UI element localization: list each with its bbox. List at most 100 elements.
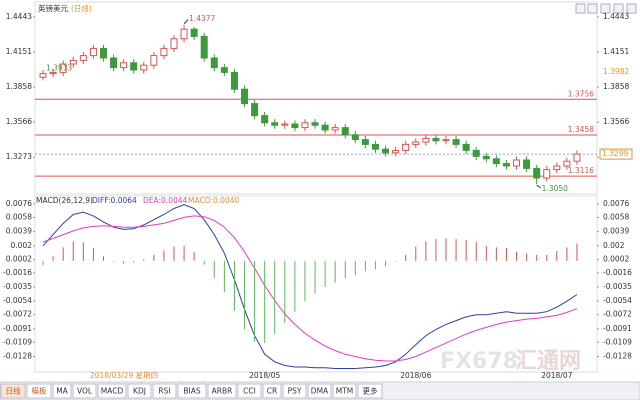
y-tick-label: -0.0072 [3, 310, 32, 319]
candle-body [351, 134, 359, 141]
toolbar-tab[interactable] [207, 383, 237, 399]
watermark: 汇通网 [515, 349, 581, 374]
toolbar-tab[interactable] [177, 383, 207, 399]
candle-body [311, 122, 319, 126]
candle-body [261, 115, 269, 124]
toolbar-tab[interactable] [332, 383, 357, 399]
candle-body [331, 127, 339, 131]
toolbar-tab-label[interactable]: 日线 [6, 386, 21, 396]
y-tick-label: -0.0128 [603, 352, 632, 361]
y-tick-label: -0.0109 [603, 337, 632, 346]
y-tick-label: 1.3566 [603, 117, 629, 126]
macd-label: MACD:0.0040 [188, 196, 239, 205]
y-tick-label: 1.3858 [6, 82, 32, 91]
candle-body [422, 137, 430, 143]
button[interactable] [600, 3, 611, 14]
candle-body [150, 55, 158, 66]
candle-body [281, 123, 289, 126]
candle-body [230, 71, 238, 90]
toolbar-tab-label[interactable]: MA [56, 387, 68, 396]
candle-body [190, 28, 198, 37]
toolbar-tab[interactable] [307, 383, 332, 399]
button[interactable] [587, 3, 598, 14]
candle-body [160, 47, 168, 57]
indicator-label: MACD(26,12,9) [36, 196, 93, 205]
candle-body [210, 57, 218, 69]
toolbar-tab-label[interactable]: CCI [243, 387, 256, 396]
period-label: (日线) [71, 3, 92, 13]
toolbar-tab[interactable] [26, 383, 52, 399]
candle-body [472, 149, 480, 157]
y-tick-label: 0.0076 [603, 199, 629, 208]
toolbar-tab-label[interactable]: ARBR [212, 387, 233, 396]
y-tick-label: -0.0054 [3, 296, 32, 305]
candle-body [321, 124, 329, 131]
x-tick-label: 2018/06 [400, 371, 431, 380]
candle-body [251, 103, 259, 117]
toolbar-tab-label[interactable]: 模板 [32, 386, 47, 396]
last-price-label: 1.3299 [602, 149, 628, 158]
button[interactable] [626, 3, 637, 14]
toolbar-tab-label[interactable]: VOL [77, 387, 93, 396]
candle-body [361, 139, 369, 145]
toolbar-tab[interactable] [152, 383, 177, 399]
candle-body [563, 160, 571, 167]
low-label: 1.3050 [542, 184, 568, 193]
toolbar-tab-label[interactable]: MACD [101, 387, 124, 396]
y-tick-label: 1.3273 [6, 152, 32, 161]
y-tick-label: -0.0091 [3, 324, 32, 333]
macd-frame [34, 195, 598, 373]
toolbar-tab-label[interactable]: DMA [311, 387, 329, 396]
candle-body [301, 122, 309, 129]
candle-body [452, 139, 460, 145]
candle-body [553, 165, 561, 171]
candle-body [462, 143, 470, 151]
toolbar-tab-label[interactable]: RSI [158, 387, 170, 396]
toolbar-tab-label[interactable]: CR [267, 387, 277, 396]
candle-body [442, 139, 450, 142]
toolbar-tab-label[interactable]: KDJ [133, 387, 146, 396]
candle-body [120, 62, 128, 69]
button[interactable] [575, 3, 586, 14]
toolbar-tab[interactable] [357, 383, 383, 399]
y-tick-label: 1.3566 [6, 117, 32, 126]
y-tick-label: -0.0091 [603, 324, 632, 333]
y-tick-label: -0.0072 [603, 310, 632, 319]
toolbar-tab-label[interactable]: PSY [288, 387, 302, 396]
y-tick-label: -0.0016 [3, 268, 32, 277]
y-tick-label: 0.0076 [6, 199, 32, 208]
toolbar-tab[interactable] [282, 383, 307, 399]
y-tick-label: -0.0128 [3, 352, 32, 361]
candle-body [220, 67, 228, 73]
candle-body [39, 73, 47, 78]
last-price-box [599, 148, 633, 160]
window-buttons [575, 3, 637, 14]
high-label: 1.4377 [189, 14, 215, 23]
toolbar-tab-label[interactable]: BIAS [183, 387, 200, 396]
button[interactable] [613, 3, 624, 14]
y-tick-label: -0.0035 [603, 282, 632, 291]
toolbar-tab[interactable] [237, 383, 262, 399]
toolbar-tab-label[interactable]: MTM [336, 387, 354, 396]
candle-body [271, 122, 279, 126]
toolbar-tab[interactable] [52, 383, 72, 399]
toolbar-tab[interactable] [97, 383, 127, 399]
low-pointer [536, 184, 541, 189]
x-tick-label: 2018/07 [541, 371, 572, 380]
reference-label: 1.3116 [568, 166, 594, 175]
y-tick-label: -0.0054 [603, 296, 632, 305]
indicator-line [42, 215, 578, 362]
toolbar-tab[interactable] [72, 383, 97, 399]
candle-body [432, 137, 440, 142]
reference-label: 1.3756 [568, 89, 594, 98]
candle-body [341, 127, 349, 136]
toolbar-tab[interactable] [0, 383, 26, 399]
x-tick-label: 2018/05 [249, 371, 280, 380]
toolbar-tab-label[interactable]: 更多 [363, 386, 378, 396]
y-tick-label: 1.4151 [6, 47, 32, 56]
toolbar-tab[interactable] [127, 383, 152, 399]
toolbar-tab[interactable] [262, 383, 282, 399]
candle-body [482, 155, 490, 160]
y-tick-label: 0.0058 [603, 212, 629, 221]
candle-body [200, 35, 208, 59]
